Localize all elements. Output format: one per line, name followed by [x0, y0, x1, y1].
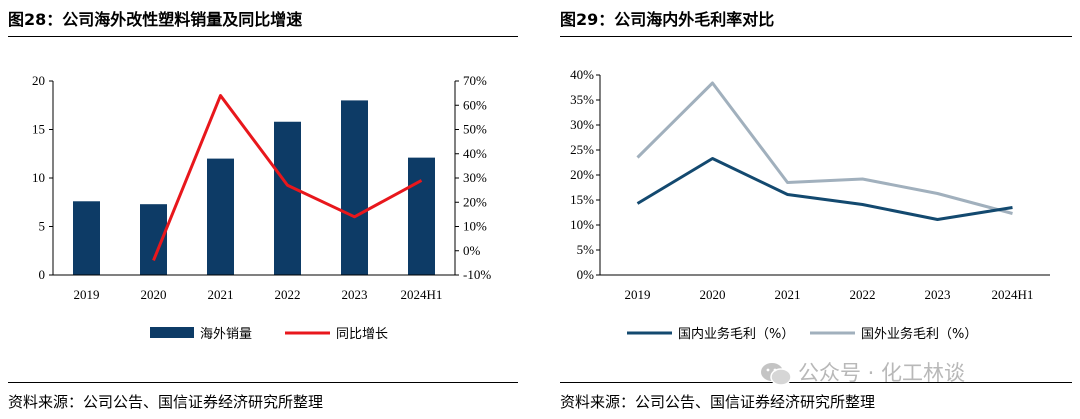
- x-tick-label: 2022: [850, 287, 876, 302]
- right-chart-svg: 0% 5% 10% 15% 20% 25% 30% 35% 40% 2019 2020 2021 202…: [570, 67, 1050, 342]
- right-ytick-label: 20%: [463, 194, 487, 209]
- legend-bar-swatch: [150, 327, 194, 338]
- legend-line-label: 同比增长: [336, 327, 388, 342]
- growth-line: [152, 94, 423, 262]
- ytick-label: 35%: [570, 92, 594, 107]
- x-tick-label: 2020: [141, 287, 167, 302]
- right-ytick-label: 70%: [463, 73, 487, 88]
- right-ytick-label: 60%: [463, 97, 487, 112]
- x-tick-label: 2019: [625, 287, 651, 302]
- x-tick-label: 2021: [208, 287, 234, 302]
- right-source-note: 资料来源：公司公告、国信证券经济研究所整理: [560, 393, 876, 411]
- right-ytick-label: -10%: [463, 267, 491, 282]
- x-tick-label: 2022: [275, 287, 301, 302]
- left-source-rule: [8, 382, 518, 383]
- bar-2021: [207, 158, 234, 275]
- left-figure-panel: 图28：公司海外改性塑料销量及同比增速 0 5 10 15 20 -10% 0% 10% 20%…: [0, 0, 526, 419]
- x-tick-label: 2019: [74, 287, 100, 302]
- right-figure-title: 图29：公司海内外毛利率对比: [560, 10, 775, 29]
- left-ytick-label: 20: [32, 73, 45, 88]
- ytick-label: 30%: [570, 117, 594, 132]
- x-tick-label: 2020: [700, 287, 726, 302]
- right-ytick-label: 30%: [463, 170, 487, 185]
- left-ytick-label: 10: [32, 170, 45, 185]
- right-figure-panel: 图29：公司海内外毛利率对比 0% 5% 10% 15% 20% 25% 30% 35% 40%…: [552, 0, 1080, 419]
- ytick-label: 40%: [570, 67, 594, 82]
- x-tick-label: 2021: [775, 287, 801, 302]
- legend-domestic-label: 国内业务毛利（%）: [678, 326, 794, 342]
- bar-2024H1: [408, 157, 435, 275]
- ytick-label: 15%: [570, 192, 594, 207]
- left-figure-title: 图28：公司海外改性塑料销量及同比增速: [8, 10, 303, 29]
- bar-2022: [274, 121, 301, 276]
- x-tick-label: 2023: [925, 287, 951, 302]
- right-ytick-label: 0%: [463, 243, 481, 258]
- series-line-domestic: [636, 157, 1013, 221]
- wechat-icon: [761, 363, 792, 386]
- ytick-label: 20%: [570, 167, 594, 182]
- watermark: 公众号 · 化工林谈: [760, 357, 965, 387]
- bar-2023: [341, 100, 368, 276]
- left-title-rule: [8, 36, 518, 37]
- ytick-label: 25%: [570, 142, 594, 157]
- x-tick-label: 2023: [342, 287, 368, 302]
- right-title-rule: [560, 36, 1072, 37]
- ytick-label: 5%: [577, 242, 595, 257]
- ytick-label: 10%: [570, 217, 594, 232]
- series-line-overseas: [636, 81, 1013, 215]
- legend-bar-label: 海外销量: [200, 327, 252, 342]
- watermark-text: 公众号 · 化工林谈: [798, 361, 966, 385]
- left-source-note: 资料来源：公司公告、国信证券经济研究所整理: [8, 393, 324, 411]
- ytick-label: 0%: [577, 267, 595, 282]
- x-tick-label: 2024H1: [401, 287, 443, 302]
- x-tick-label: 2024H1: [992, 287, 1034, 302]
- right-source-rule: [560, 382, 1072, 383]
- right-ytick-label: 50%: [463, 122, 487, 137]
- left-ytick-label: 15: [32, 122, 45, 137]
- left-ytick-label: 5: [39, 219, 46, 234]
- left-chart-svg: 0 5 10 15 20 -10% 0% 10% 20% 30% 40% 50% 60% 70% 2019 2…: [32, 73, 491, 342]
- legend-overseas-label: 国外业务毛利（%）: [861, 326, 977, 342]
- right-ytick-label: 40%: [463, 146, 487, 161]
- bar-2019: [73, 201, 100, 275]
- left-ytick-label: 0: [39, 267, 46, 282]
- right-ytick-label: 10%: [463, 219, 487, 234]
